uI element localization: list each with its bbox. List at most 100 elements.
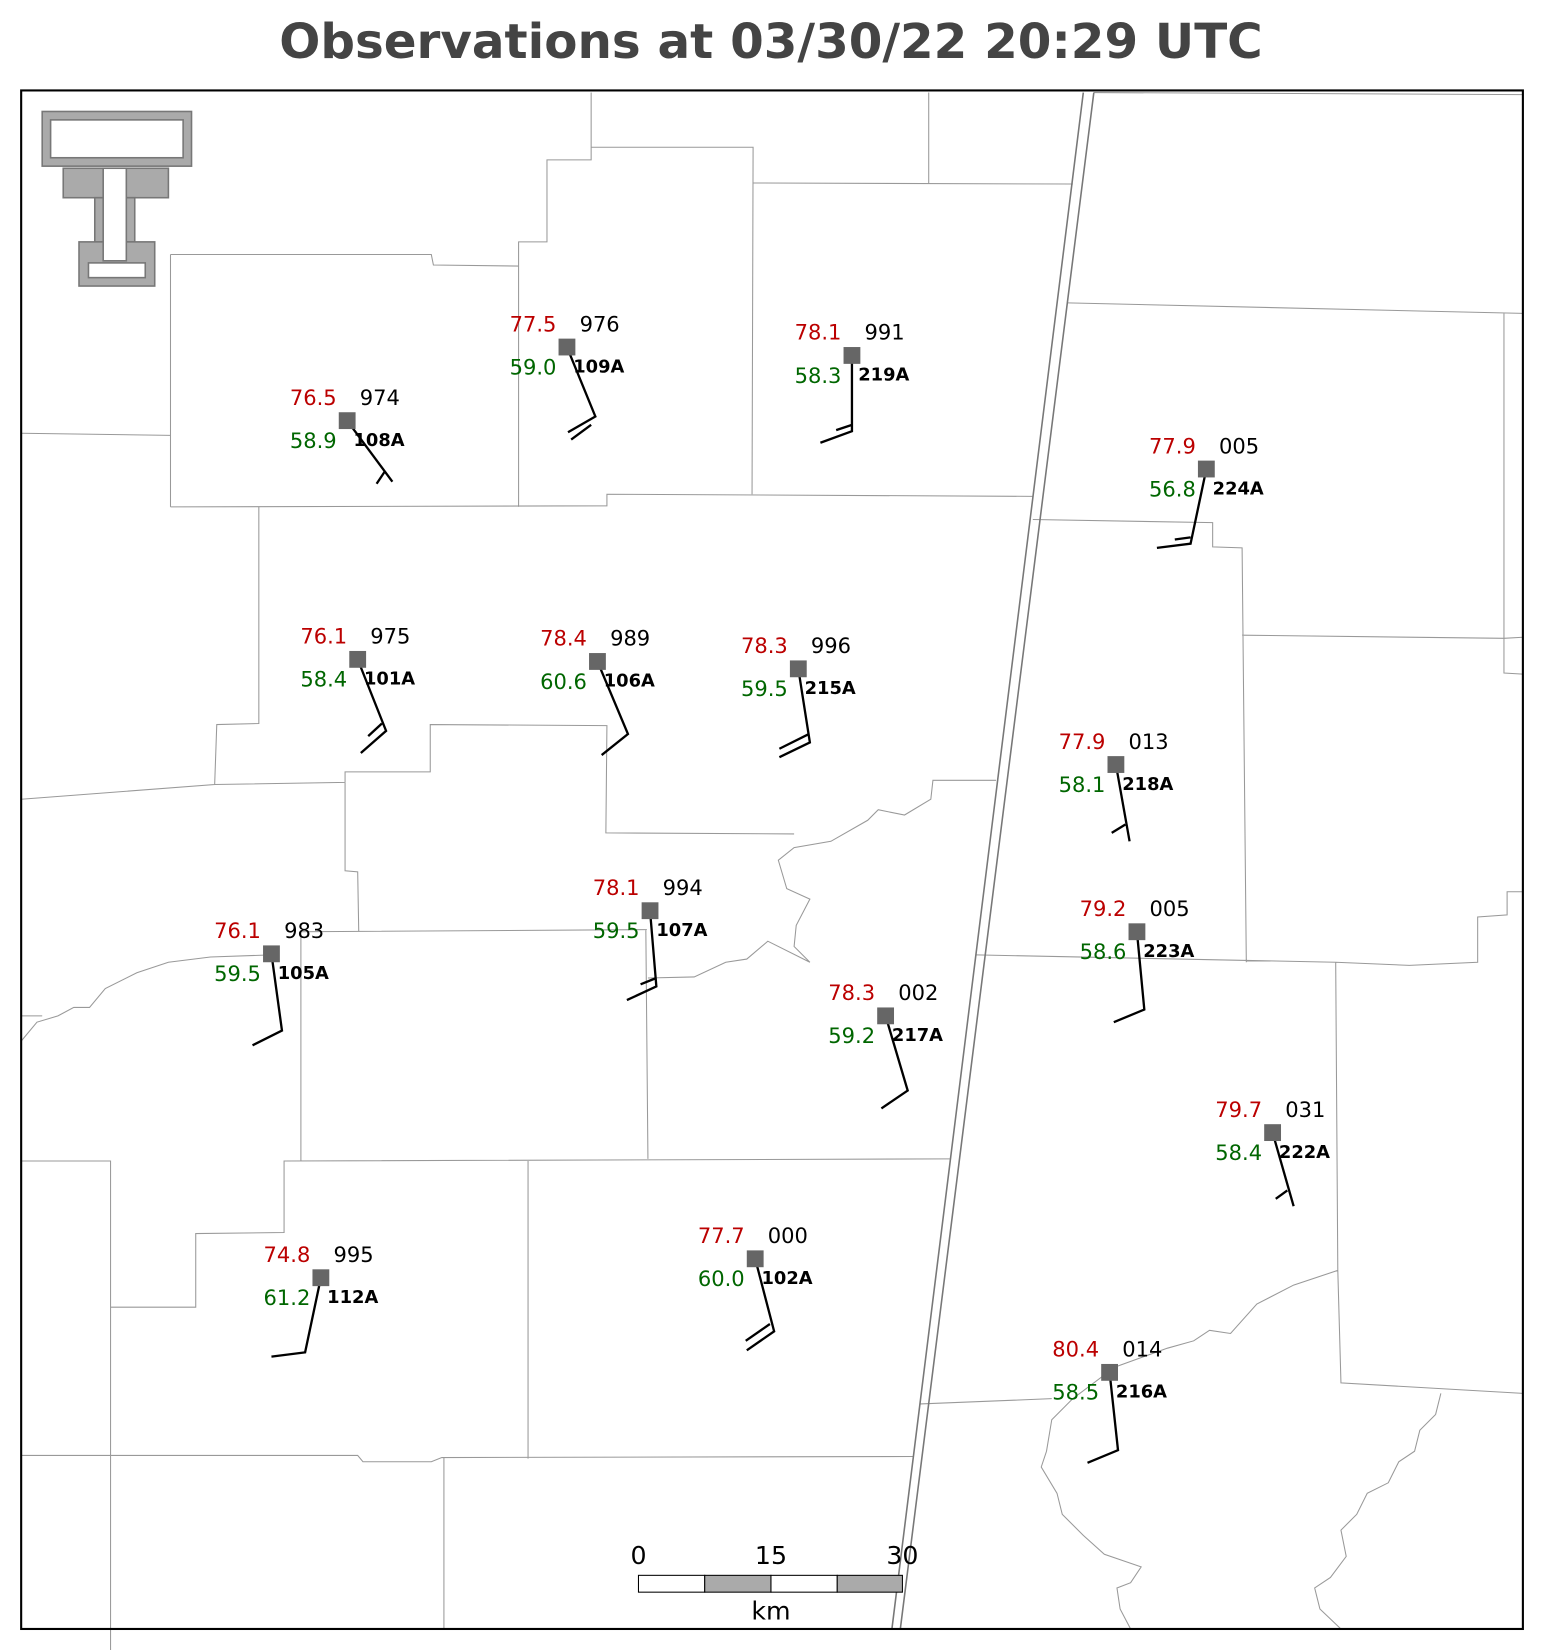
wind-barb xyxy=(746,1258,776,1352)
station-marker xyxy=(558,338,576,356)
station-marker xyxy=(641,902,659,920)
station: 77.5 976 59.0 109A xyxy=(510,311,625,441)
logo xyxy=(41,110,193,287)
pressure: 994 xyxy=(663,875,703,900)
wind-barb xyxy=(1111,823,1126,834)
station-marker xyxy=(589,653,606,670)
station-id: 224A xyxy=(1213,478,1264,499)
temperature: 77.9 xyxy=(1149,433,1196,458)
station-marker xyxy=(349,650,367,668)
wind-barb xyxy=(835,423,853,432)
dewpoint: 56.8 xyxy=(1149,476,1196,501)
scale-label: 30 xyxy=(886,1541,918,1570)
temperature: 78.4 xyxy=(540,626,587,651)
station-id: 102A xyxy=(762,1268,813,1289)
wind-barb xyxy=(880,1015,910,1110)
dewpoint: 60.0 xyxy=(698,1266,745,1291)
station: 77.9 005 56.8 224A xyxy=(1149,433,1264,550)
station-id: 108A xyxy=(353,430,404,451)
station: 79.2 005 58.6 223A xyxy=(1080,896,1195,1024)
wind-barb xyxy=(778,668,812,759)
wind-barb xyxy=(1275,1189,1289,1200)
station-id: 101A xyxy=(364,669,415,690)
wind-barb xyxy=(1113,931,1146,1024)
station-id: 107A xyxy=(656,920,707,941)
wind-barb xyxy=(745,1323,771,1342)
station-id: 222A xyxy=(1279,1142,1330,1163)
station: 79.7 031 58.4 222A xyxy=(1215,1097,1330,1207)
pressure: 974 xyxy=(360,385,400,410)
dewpoint: 58.4 xyxy=(300,667,347,692)
wind-barb xyxy=(367,722,383,737)
pressure: 002 xyxy=(898,980,938,1005)
pressure: 995 xyxy=(333,1242,373,1267)
wind-barb xyxy=(570,423,592,441)
dewpoint: 59.2 xyxy=(828,1023,875,1048)
pressure: 991 xyxy=(865,320,905,345)
station: 78.4 989 60.6 106A xyxy=(540,626,655,756)
dewpoint: 59.5 xyxy=(593,918,640,943)
scale-bar: km 0 15 30 xyxy=(630,1541,918,1626)
scale-label: 15 xyxy=(755,1541,787,1570)
pressure: 000 xyxy=(768,1223,808,1248)
station: 78.3 002 59.2 217A xyxy=(828,980,943,1110)
temperature: 80.4 xyxy=(1052,1337,1099,1362)
wind-barb xyxy=(375,470,386,485)
dewpoint: 59.0 xyxy=(510,354,557,379)
station-id: 106A xyxy=(604,671,655,692)
temperature: 74.8 xyxy=(264,1242,311,1267)
dewpoint: 58.1 xyxy=(1059,772,1106,797)
temperature: 77.7 xyxy=(698,1223,745,1248)
pressure: 013 xyxy=(1129,729,1169,754)
wind-barb xyxy=(356,658,388,754)
pressure: 996 xyxy=(811,633,851,658)
station: 80.4 014 58.5 216A xyxy=(1052,1337,1167,1464)
station: 76.5 974 58.9 108A xyxy=(290,385,405,485)
temperature: 77.9 xyxy=(1059,729,1106,754)
dewpoint: 59.5 xyxy=(214,961,261,986)
pressure: 976 xyxy=(580,311,620,336)
station-marker xyxy=(338,412,356,430)
wind-barb xyxy=(820,355,854,444)
pressure: 014 xyxy=(1122,1337,1162,1362)
wind-barb xyxy=(1174,536,1191,541)
temperature: 79.7 xyxy=(1215,1097,1262,1122)
temperature: 76.1 xyxy=(214,918,261,943)
station: 78.3 996 59.5 215A xyxy=(741,633,856,759)
station: 77.7 000 60.0 102A xyxy=(698,1223,813,1352)
dewpoint: 58.3 xyxy=(795,363,842,388)
stations: 76.5 974 58.9 108A 77.5 976 59.0 109A 78.1 991 58.… xyxy=(214,311,1330,1464)
station-id: 219A xyxy=(858,365,909,386)
station-marker xyxy=(877,1007,895,1025)
dewpoint: 59.5 xyxy=(741,676,788,701)
wind-barb xyxy=(252,953,284,1047)
station-id: 112A xyxy=(327,1287,378,1308)
station: 78.1 991 58.3 219A xyxy=(795,320,910,444)
station: 76.1 975 58.4 101A xyxy=(300,624,415,754)
wind-barb xyxy=(626,910,658,1002)
wind-barb xyxy=(271,1277,323,1358)
wind-barb xyxy=(1271,1132,1295,1207)
dewpoint: 58.4 xyxy=(1215,1140,1262,1165)
station-id: 215A xyxy=(805,678,856,699)
temperature: 76.5 xyxy=(290,385,337,410)
temperature: 78.1 xyxy=(795,320,842,345)
wind-barb xyxy=(1156,468,1208,550)
pressure: 031 xyxy=(1285,1097,1325,1122)
wind-barb xyxy=(640,976,657,986)
station-id: 218A xyxy=(1122,774,1173,795)
dewpoint: 61.2 xyxy=(264,1285,311,1310)
station: 76.1 983 59.5 105A xyxy=(214,918,329,1047)
dewpoint: 58.5 xyxy=(1052,1380,1099,1405)
wind-barb xyxy=(1087,1372,1120,1464)
station: 77.9 013 58.1 218A xyxy=(1059,729,1173,842)
pressure: 989 xyxy=(610,626,650,651)
temperature: 79.2 xyxy=(1080,896,1127,921)
station-marker xyxy=(1101,1363,1119,1381)
station-marker xyxy=(312,1269,330,1287)
temperature: 78.3 xyxy=(741,633,788,658)
station: 78.1 994 59.5 107A xyxy=(593,875,708,1002)
pressure: 983 xyxy=(284,918,324,943)
station-marker xyxy=(789,660,807,678)
title: Observations at 03/30/22 20:29 UTC xyxy=(279,14,1262,70)
